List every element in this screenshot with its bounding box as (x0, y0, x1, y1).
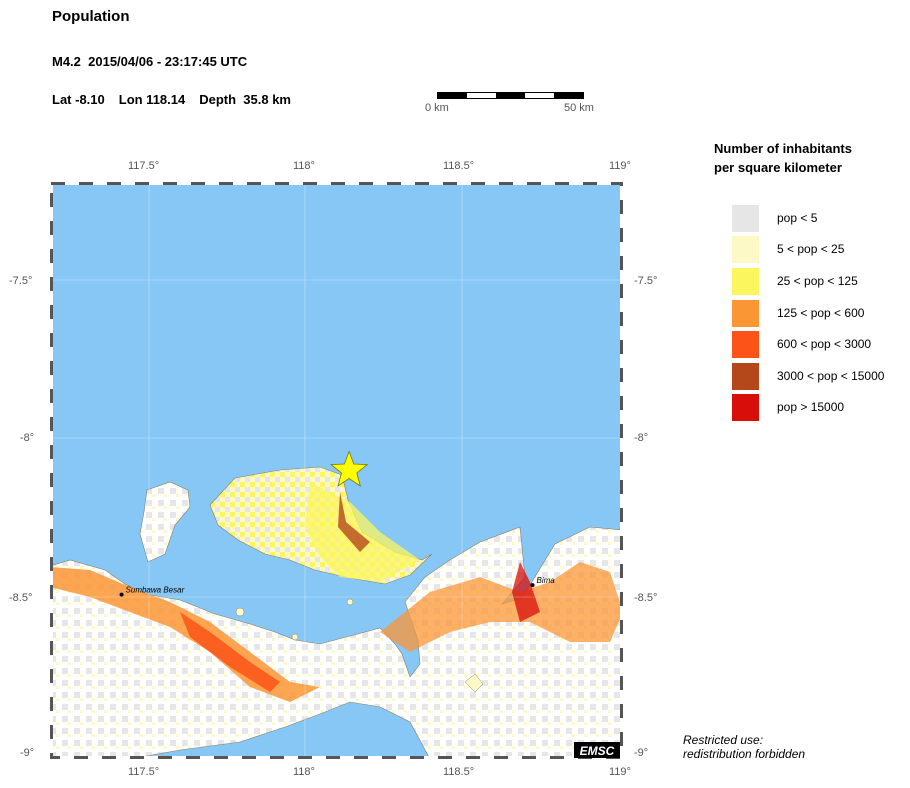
scale-end-label: 50 km (564, 102, 594, 114)
islet (291, 633, 299, 641)
lat-tick-label: -7.5° (9, 275, 33, 287)
legend-label: 600 < pop < 3000 (777, 337, 872, 351)
credit-badge (574, 742, 620, 758)
event-location: Lat -8.10 Lon 118.14 Depth 35.8 km (52, 92, 305, 107)
legend-swatch (732, 300, 759, 327)
populated-core (180, 612, 280, 692)
city-label: Bima (536, 576, 555, 585)
restricted-notice: Restricted use: redistribution forbidden (683, 733, 805, 761)
islet (235, 607, 245, 617)
lat-tick-label: -8.5° (634, 592, 658, 604)
lat-tick-label: -8° (20, 432, 35, 444)
lat-tick-label: -8° (634, 432, 649, 444)
lat-tick-label: -9° (20, 747, 35, 759)
legend-item: 5 < pop < 25 (732, 236, 907, 263)
lon-tick-label: 118° (293, 160, 315, 172)
island-moyo (139, 481, 191, 563)
populated-corridor-north (305, 482, 420, 582)
lon-tick-label: 118° (293, 766, 315, 778)
legend-title-line1: Number of inhabitants (714, 141, 852, 156)
map-frame-dashes (50, 182, 623, 759)
lon-tick-label: 117.5° (128, 766, 160, 778)
legend-swatch (732, 394, 759, 421)
legend-item: 600 < pop < 3000 (732, 331, 907, 358)
legend-swatch (732, 363, 759, 390)
city-marker (530, 583, 535, 588)
city-marker (119, 592, 124, 597)
restricted-line1: Restricted use: (683, 733, 764, 747)
legend-swatch (732, 331, 759, 358)
event-lon: Lon 118.14 (118, 92, 186, 107)
legend-label: 25 < pop < 125 (777, 274, 858, 288)
legend-swatch (732, 205, 759, 232)
populated-corridor-east (380, 562, 621, 652)
lat-tick-label: -8.5° (9, 592, 33, 604)
legend-title: Number of inhabitants per square kilomet… (714, 139, 904, 177)
legend-label: 5 < pop < 25 (777, 242, 845, 256)
city-label: Sumbawa Besar (126, 586, 185, 595)
scale-bar (437, 92, 584, 99)
event-lat: Lat -8.10 (52, 92, 105, 107)
restricted-line2: redistribution forbidden (683, 747, 806, 761)
islet (346, 598, 354, 606)
lon-tick-label: 117.5° (128, 160, 160, 172)
legend-item: pop < 5 (732, 205, 907, 232)
page-title: Population (52, 8, 130, 25)
lon-tick-label: 119° (609, 766, 631, 778)
credit-label: EMSC (580, 744, 615, 758)
cities: Sumbawa Besar Bima (119, 576, 555, 597)
lat-tick-label: -7.5° (634, 275, 658, 287)
legend-label: 125 < pop < 600 (777, 306, 865, 320)
lon-tick-label: 118.5° (443, 160, 475, 172)
legend-item: 125 < pop < 600 (732, 300, 907, 327)
legend-swatch (732, 268, 759, 295)
populated-core (512, 562, 540, 622)
legend-title-line2: per square kilometer (714, 160, 842, 175)
lon-tick-label: 118.5° (443, 766, 475, 778)
graticule (52, 184, 621, 757)
epicenter-star-icon (330, 450, 369, 487)
islet (464, 673, 484, 693)
legend-swatch (732, 236, 759, 263)
event-depth: Depth 35.8 km (199, 92, 291, 107)
legend-label: pop > 15000 (777, 400, 845, 414)
scale-start-label: 0 km (425, 102, 449, 114)
event-info: M4.2 2015/04/06 - 23:17:45 UTC (52, 54, 247, 69)
legend-label: pop < 5 (777, 211, 818, 225)
event-datetime: 2015/04/06 - 23:17:45 UTC (88, 54, 248, 69)
legend-item: 25 < pop < 125 (732, 268, 907, 295)
event-magnitude: M4.2 (52, 54, 81, 69)
populated-core (338, 492, 370, 552)
lat-tick-label: -9° (634, 747, 649, 759)
legend-item: 3000 < pop < 15000 (732, 363, 907, 390)
legend-label: 3000 < pop < 15000 (777, 369, 885, 383)
legend-item: pop > 15000 (732, 394, 907, 421)
population-map[interactable]: Sumbawa Besar Bima EMSC (50, 182, 623, 759)
lon-tick-label: 119° (609, 160, 631, 172)
